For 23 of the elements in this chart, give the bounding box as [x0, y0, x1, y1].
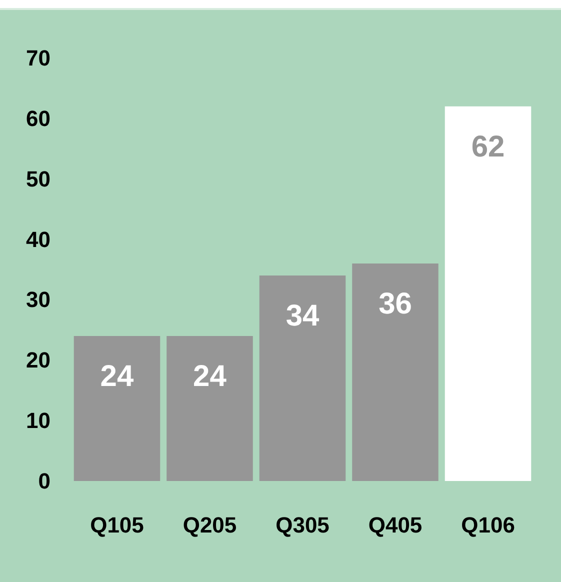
bar — [259, 276, 346, 481]
x-tick-label: Q205 — [182, 512, 237, 538]
y-tick-label: 20 — [26, 348, 50, 373]
x-tick-label: Q106 — [461, 512, 515, 538]
y-tick-label: 30 — [26, 287, 50, 312]
x-tick-label: Q405 — [368, 512, 422, 538]
y-tick-label: 0 — [38, 468, 50, 494]
y-tick-label: 60 — [26, 106, 50, 131]
data-label: 24 — [193, 360, 227, 393]
bar — [352, 263, 438, 481]
bar — [444, 106, 532, 481]
bar — [166, 336, 253, 481]
data-label: 36 — [378, 287, 412, 320]
bar — [74, 336, 160, 481]
y-tick-label: 40 — [26, 226, 50, 252]
data-label: 34 — [286, 300, 320, 333]
y-tick-label: 70 — [26, 46, 50, 70]
x-tick-label: Q305 — [276, 512, 330, 538]
y-tick-label: 10 — [26, 408, 50, 434]
y-tick-label: 50 — [26, 166, 50, 192]
data-label: 24 — [100, 360, 134, 393]
x-tick-label: Q105 — [90, 512, 144, 538]
data-label: 62 — [471, 130, 505, 164]
